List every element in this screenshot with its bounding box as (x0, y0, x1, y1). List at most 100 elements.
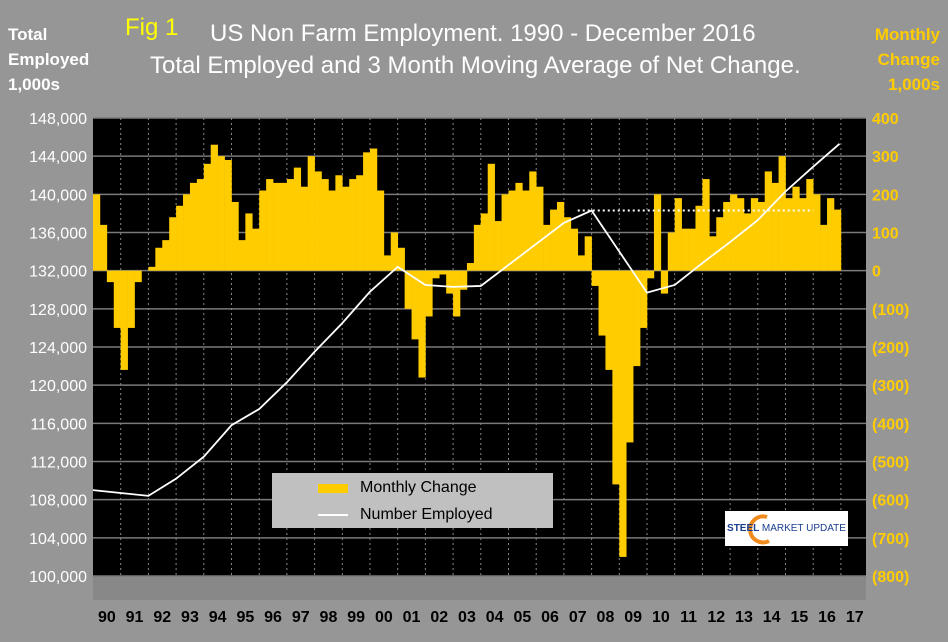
monthly-change-bar (743, 213, 752, 271)
monthly-change-bar (709, 236, 717, 271)
monthly-change-bar (515, 182, 523, 271)
monthly-change-bar (695, 205, 703, 271)
monthly-change-bar (660, 270, 669, 294)
right-axis-tick-label: (300) (872, 378, 909, 395)
monthly-change-bar (792, 186, 800, 271)
monthly-change-bar (189, 182, 198, 271)
right-axis-title-line: 1,000s (888, 75, 940, 94)
monthly-change-bar (134, 270, 142, 283)
monthly-change-bar (99, 224, 108, 271)
monthly-change-bar (820, 224, 828, 271)
x-axis-tick-label: 01 (403, 609, 421, 626)
monthly-change-bar (799, 198, 807, 271)
x-axis-tick-label: 04 (486, 609, 504, 626)
x-axis-tick-label: 07 (569, 609, 587, 626)
monthly-change-bar (466, 263, 475, 271)
left-axis-tick-label: 132,000 (29, 264, 87, 281)
x-axis-tick-label: 99 (347, 609, 365, 626)
monthly-change-bar (813, 194, 821, 271)
monthly-change-bar (681, 228, 689, 271)
monthly-change-bar (730, 194, 738, 271)
right-axis-title-line: Monthly (874, 25, 940, 44)
monthly-change-bar (827, 198, 835, 271)
right-axis-tick-label: (500) (872, 455, 909, 472)
monthly-change-bar (778, 156, 786, 271)
monthly-change-bar (183, 194, 191, 271)
x-axis-tick-label: 96 (264, 609, 282, 626)
monthly-change-bar (716, 217, 724, 271)
monthly-change-bar (806, 179, 814, 271)
left-axis-tick-label: 128,000 (29, 302, 87, 319)
x-axis-tick-label: 02 (430, 609, 448, 626)
monthly-change-bar (279, 182, 288, 271)
monthly-change-bar (550, 209, 558, 271)
monthly-change-bar (238, 240, 246, 271)
left-axis-title-line: Employed (8, 50, 90, 69)
monthly-change-bar (446, 270, 454, 294)
monthly-change-bar (293, 167, 302, 271)
x-axis-tick-label: 11 (680, 609, 697, 626)
monthly-change-bar (162, 240, 170, 271)
left-axis-tick-label: 136,000 (29, 226, 87, 243)
monthly-change-bar (591, 270, 599, 286)
x-axis-tick-label: 00 (375, 609, 393, 626)
monthly-change-bar (349, 179, 357, 271)
monthly-change-bar (764, 171, 772, 271)
monthly-change-bar (196, 179, 205, 271)
monthly-change-bar (473, 224, 482, 271)
monthly-change-bar (245, 213, 253, 271)
number-employed-line (92, 143, 841, 497)
x-axis-tick-label: 14 (763, 609, 781, 626)
x-axis-tick-label: 91 (126, 609, 144, 626)
x-axis-tick-label: 97 (292, 609, 310, 626)
monthly-change-bar (321, 179, 329, 271)
left-axis-tick-label: 140,000 (29, 187, 87, 204)
monthly-change-bar (674, 198, 682, 271)
monthly-change-bar (328, 190, 336, 271)
left-axis-tick-label: 144,000 (29, 149, 87, 166)
monthly-change-bar (210, 144, 218, 271)
monthly-change-bar (605, 270, 613, 370)
monthly-change-bar (771, 182, 779, 271)
left-axis-tick-label: 112,000 (30, 455, 87, 472)
left-axis-tick-label: 104,000 (29, 531, 87, 548)
monthly-change-bar (307, 156, 315, 271)
monthly-change-bar (508, 190, 516, 271)
monthly-change-bar (176, 205, 184, 271)
monthly-change-bar (653, 194, 662, 271)
monthly-change-bar (833, 209, 842, 271)
x-axis-tick-label: 92 (153, 609, 171, 626)
right-axis-tick-label: (700) (872, 531, 909, 548)
monthly-change-bar (224, 159, 232, 271)
monthly-change-bar (169, 217, 177, 271)
right-axis-tick-label: (600) (872, 493, 909, 510)
monthly-change-bar (584, 236, 592, 271)
x-axis-tick-label: 13 (735, 609, 753, 626)
legend-swatch-line (318, 514, 348, 516)
monthly-change-bar (411, 270, 419, 340)
monthly-change-bar (501, 194, 509, 271)
monthly-change-bar (286, 179, 295, 271)
monthly-change-bar (432, 270, 440, 279)
monthly-change-bar (598, 270, 606, 336)
monthly-change-bar (577, 255, 585, 271)
monthly-change-bar (529, 171, 537, 271)
x-axis-tick-label: 10 (652, 609, 670, 626)
monthly-change-bar (231, 201, 239, 271)
monthly-change-bar (667, 232, 675, 271)
x-axis-tick-label: 94 (209, 609, 227, 626)
right-axis-tick-label: (100) (872, 302, 909, 319)
legend-label: Monthly Change (360, 479, 477, 496)
left-axis-tick-label: 120,000 (29, 378, 87, 395)
x-axis-tick-label: 12 (707, 609, 725, 626)
monthly-change-bar (356, 175, 364, 271)
monthly-change-bar (439, 270, 447, 275)
legend-swatch-bar (318, 483, 348, 493)
monthly-change-bar (252, 228, 260, 271)
monthly-change-bar (556, 201, 565, 271)
monthly-change-bar (522, 190, 530, 271)
monthly-change-bar (626, 270, 634, 443)
monthly-change-bar (688, 228, 696, 271)
monthly-change-bar (757, 201, 766, 271)
legend-label: Number Employed (360, 506, 493, 523)
